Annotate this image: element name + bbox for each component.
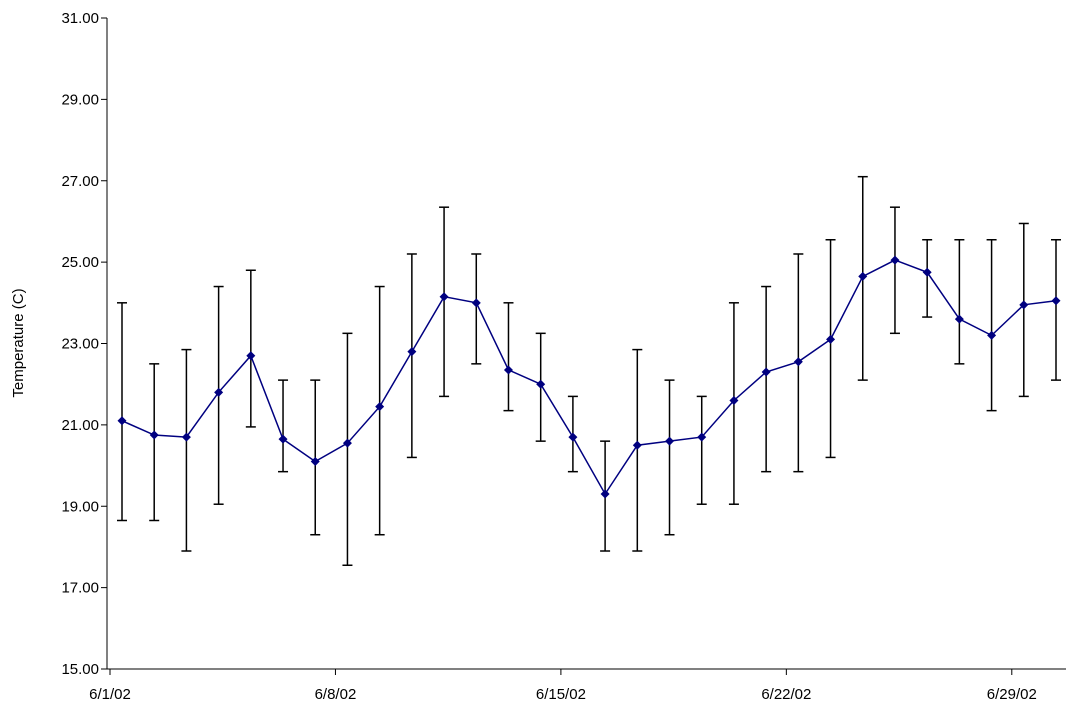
x-tick-label: 6/15/02 [536,686,586,703]
data-point [503,365,513,375]
data-point [310,456,320,466]
error-bar [503,302,514,412]
y-tick-label: 25.00 [61,254,99,271]
error-bars [117,175,1061,566]
data-point [246,351,256,361]
error-bar [696,395,707,505]
series-markers [117,255,1061,499]
error-bar [825,238,836,459]
data-point [600,489,610,499]
x-tick-label: 6/22/02 [761,686,811,703]
data-point [471,298,481,308]
y-tick-label: 17.00 [61,580,99,597]
x-ticks: 6/1/02 6/8/02 6/15/02 6/22/02 6/29/02 [89,669,1037,703]
error-bar [664,379,675,536]
data-point [697,432,707,442]
data-point [632,440,642,450]
error-bar [181,348,192,552]
data-point [214,387,224,397]
data-point [149,430,159,440]
data-point [375,402,385,412]
y-tick-label: 29.00 [61,91,99,108]
data-point [117,416,127,426]
data-point [181,432,191,442]
data-point [568,432,578,442]
data-point [342,438,352,448]
data-point [536,379,546,389]
y-ticks: 15.00 17.00 19.00 21.00 23.00 25.00 27.00 29.00… [61,10,107,678]
error-bar [761,285,772,473]
y-tick-label: 23.00 [61,336,99,353]
data-point [729,395,739,405]
y-tick-label: 15.00 [61,661,99,678]
data-point [1051,296,1061,306]
error-bar [245,269,256,428]
error-bar [922,238,933,318]
data-point [665,436,675,446]
error-bar [954,238,965,365]
data-point [439,292,449,302]
x-tick-label: 6/8/02 [315,686,357,703]
error-bar [278,379,289,473]
data-point [922,267,932,277]
y-tick-label: 31.00 [61,10,99,27]
error-bar [889,206,900,335]
data-point [890,255,900,265]
data-point [858,271,868,281]
data-point [278,434,288,444]
error-bar [986,238,997,412]
data-point [826,334,836,344]
error-bar [149,363,160,522]
error-bar [342,332,353,566]
error-bar [117,302,127,522]
y-axis-title: Temperature (C) [10,288,27,397]
y-tick-label: 27.00 [61,173,99,190]
data-point [954,314,964,324]
error-bar [439,206,450,398]
error-bar [471,253,482,365]
y-tick-label: 21.00 [61,417,99,434]
data-point [987,330,997,340]
data-point [1019,300,1029,310]
data-point [793,357,803,367]
error-bar [1051,238,1061,381]
temperature-series-line [121,259,1057,496]
data-point [761,367,771,377]
error-bar [1018,222,1029,398]
y-tick-label: 19.00 [61,498,99,515]
x-tick-label: 6/1/02 [89,686,131,703]
data-point [407,347,417,357]
error-bar [632,348,643,552]
x-tick-label: 6/29/02 [987,686,1037,703]
